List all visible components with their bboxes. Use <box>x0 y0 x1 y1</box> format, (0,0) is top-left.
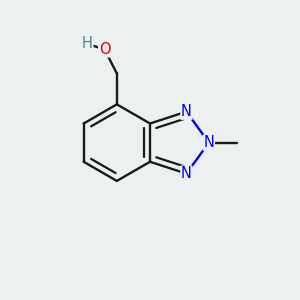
Text: N: N <box>181 104 192 119</box>
Text: N: N <box>181 166 192 181</box>
Text: H: H <box>82 37 93 52</box>
Text: O: O <box>99 42 110 57</box>
Text: N: N <box>203 135 214 150</box>
